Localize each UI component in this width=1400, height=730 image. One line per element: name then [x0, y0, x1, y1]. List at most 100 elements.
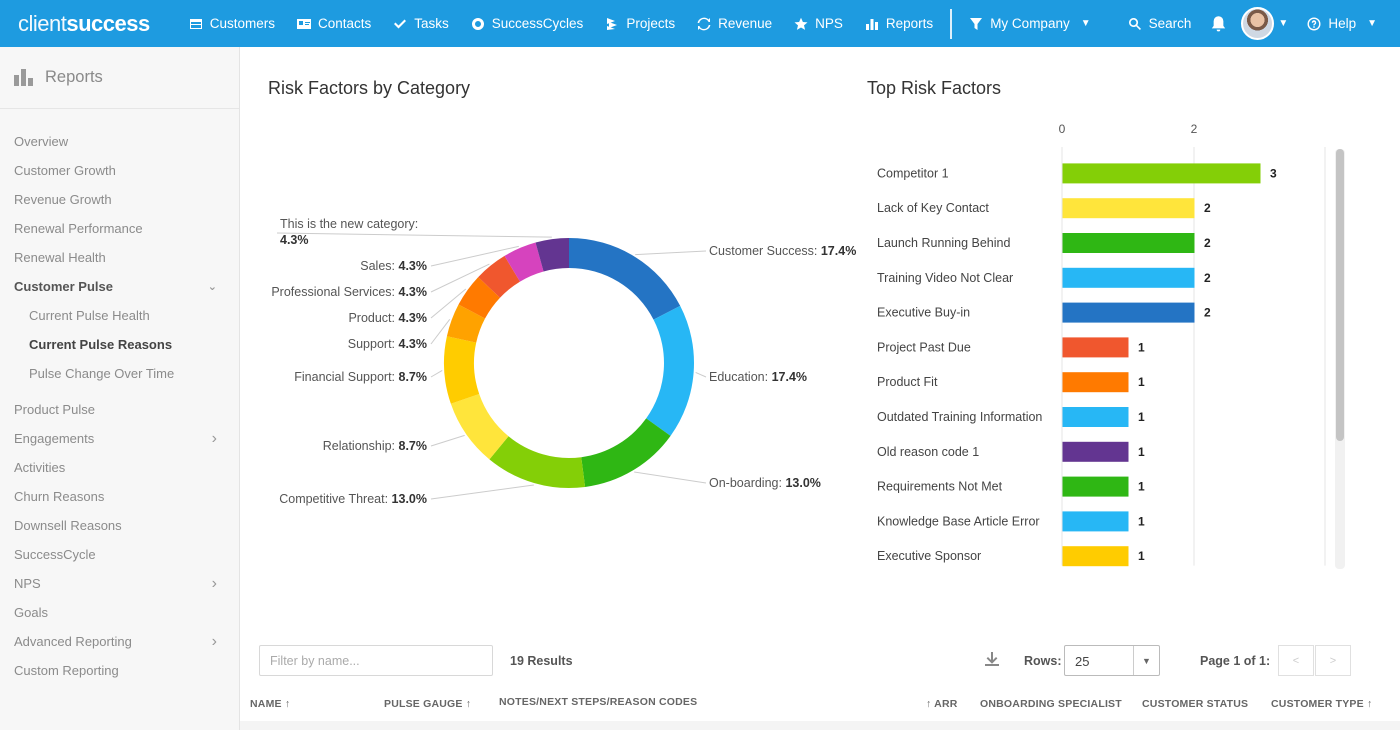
sidebar-item-downsell-reasons[interactable]: Downsell Reasons: [0, 511, 239, 540]
donut-slice[interactable]: [446, 304, 486, 343]
column-header-onboarding-specialist[interactable]: ONBOARDING SPECIALIST: [980, 698, 1122, 710]
reports-sidebar: Reports Overview Customer Growth Revenue G…: [0, 47, 240, 730]
search-button[interactable]: Search: [1117, 0, 1203, 47]
sidebar-item-engagements[interactable]: Engagements ›: [0, 424, 239, 453]
bar[interactable]: [1062, 198, 1195, 219]
sidebar-item-nps[interactable]: NPS ›: [0, 569, 239, 598]
bar[interactable]: [1062, 546, 1129, 567]
chevron-down-icon[interactable]: ▼: [1278, 18, 1289, 29]
scrollbar-thumb[interactable]: [1336, 149, 1344, 441]
donut-slice-label: Professional Services: 4.3%: [271, 285, 427, 299]
sidebar-item-customer-pulse[interactable]: Customer Pulse ⌄: [0, 272, 239, 301]
bar[interactable]: [1062, 267, 1195, 288]
nav-tasks[interactable]: Tasks: [382, 0, 460, 47]
download-icon[interactable]: [983, 650, 1001, 668]
sidebar-item-advanced-reporting[interactable]: Advanced Reporting ›: [0, 627, 239, 656]
bar[interactable]: [1062, 407, 1129, 427]
bar-category-label: Training Video Not Clear: [877, 271, 1013, 285]
donut-slice[interactable]: [489, 436, 586, 489]
next-page-button[interactable]: >: [1315, 645, 1351, 676]
chevron-down-icon: ⌄: [207, 281, 217, 293]
x-tick-label: 2: [1191, 122, 1198, 136]
sidebar-item-goals[interactable]: Goals: [0, 598, 239, 627]
slice-name: On-boarding: [709, 476, 779, 490]
column-header-pulse-gauge[interactable]: PULSE GAUGE ↑: [384, 698, 472, 710]
sidebar-item-label: Advanced Reporting: [14, 634, 132, 649]
nav-contacts[interactable]: Contacts: [286, 0, 382, 47]
user-avatar[interactable]: [1241, 7, 1275, 40]
donut-leader-line: [276, 232, 552, 238]
bar-chart-title: Top Risk Factors: [867, 78, 1002, 98]
sidebar-item-revenue-growth[interactable]: Revenue Growth: [0, 185, 239, 214]
filter-by-name-input[interactable]: [259, 645, 493, 676]
donut-slice[interactable]: [478, 255, 520, 298]
slice-separator: :: [392, 311, 399, 325]
nav-divider: [950, 8, 953, 39]
bar[interactable]: [1062, 441, 1129, 462]
rows-per-page-select[interactable]: 25 ▼: [1064, 645, 1160, 676]
sidebar-item-current-pulse-reasons[interactable]: Current Pulse Reasons: [0, 330, 239, 359]
donut-slice-label: Support: 4.3%: [348, 337, 427, 351]
nav-nps[interactable]: NPS: [783, 0, 854, 47]
slice-name: Competitive Threat: [279, 492, 385, 506]
sidebar-menu: Overview Customer Growth Revenue Growth Ren…: [0, 109, 239, 685]
sidebar-item-activities[interactable]: Activities: [0, 453, 239, 482]
donut-slice[interactable]: [646, 305, 694, 436]
sidebar-item-churn-reasons[interactable]: Churn Reasons: [0, 482, 239, 511]
sidebar-item-renewal-health[interactable]: Renewal Health: [0, 243, 239, 272]
column-header-arr[interactable]: ↑ ARR: [926, 698, 958, 710]
bar[interactable]: [1062, 233, 1195, 253]
company-filter-dropdown[interactable]: My Company ▼: [958, 0, 1101, 47]
clientsuccess-logo[interactable]: clientsuccess: [18, 10, 150, 36]
bar[interactable]: [1062, 511, 1129, 532]
bar[interactable]: [1062, 337, 1129, 358]
nav-projects[interactable]: Projects: [594, 0, 686, 47]
donut-slice[interactable]: [450, 394, 509, 460]
results-count: 19 Results: [510, 654, 573, 668]
donut-slice[interactable]: [581, 418, 671, 487]
prev-page-button[interactable]: <: [1278, 645, 1314, 676]
sidebar-item-current-pulse-health[interactable]: Current Pulse Health: [0, 301, 239, 330]
slice-percent: 13.0%: [785, 476, 820, 490]
nav-items: Customers Contacts Tasks SuccessCycles P…: [178, 0, 1102, 47]
bell-icon: [1212, 16, 1226, 32]
sidebar-item-product-pulse[interactable]: Product Pulse: [0, 395, 239, 424]
bar-category-label: Executive Buy-in: [877, 306, 970, 320]
donut-slice[interactable]: [569, 238, 681, 320]
column-header-notes[interactable]: NOTES/NEXT STEPS/REASON CODES: [499, 696, 698, 708]
sidebar-item-custom-reporting[interactable]: Custom Reporting: [0, 656, 239, 685]
sidebar-item-label: Customer Growth: [14, 163, 116, 178]
sidebar-item-customer-growth[interactable]: Customer Growth: [0, 156, 239, 185]
sidebar-item-pulse-change-over-time[interactable]: Pulse Change Over Time: [0, 359, 239, 388]
sidebar-item-overview[interactable]: Overview: [0, 127, 239, 156]
donut-slice[interactable]: [444, 336, 480, 404]
bar[interactable]: [1062, 372, 1129, 393]
notifications-button[interactable]: [1202, 0, 1235, 47]
bar[interactable]: [1062, 163, 1261, 184]
donut-slice[interactable]: [535, 238, 569, 272]
bar[interactable]: [1062, 302, 1195, 323]
sidebar-item-label: Goals: [14, 605, 48, 620]
column-header-customer-status[interactable]: CUSTOMER STATUS: [1142, 698, 1249, 710]
bar[interactable]: [1062, 476, 1129, 497]
nav-successcycles[interactable]: SuccessCycles: [460, 0, 595, 47]
sidebar-item-renewal-performance[interactable]: Renewal Performance: [0, 214, 239, 243]
nav-reports[interactable]: Reports: [854, 0, 944, 47]
sidebar-header: Reports: [0, 47, 239, 109]
donut-slice[interactable]: [504, 242, 544, 282]
slice-percent: 17.4%: [821, 244, 856, 258]
column-header-name[interactable]: NAME ↑: [250, 698, 291, 710]
sidebar-item-successcycle[interactable]: SuccessCycle: [0, 540, 239, 569]
sidebar-item-label: Downsell Reasons: [14, 518, 122, 533]
table-first-row: [240, 721, 1400, 730]
nav-customers[interactable]: Customers: [178, 0, 286, 47]
chevron-right-icon: ›: [211, 574, 217, 592]
column-header-customer-type[interactable]: CUSTOMER TYPE ↑: [1271, 698, 1373, 710]
donut-slice-label: Relationship: 8.7%: [323, 439, 427, 453]
donut-slice-label: Customer Success: 17.4%: [709, 244, 856, 258]
donut-slice[interactable]: [458, 277, 500, 319]
bar-value-label: 1: [1138, 340, 1145, 354]
help-button[interactable]: Help ▼: [1296, 0, 1388, 47]
nav-revenue[interactable]: Revenue: [686, 0, 783, 47]
contact-card-icon: [296, 18, 311, 29]
